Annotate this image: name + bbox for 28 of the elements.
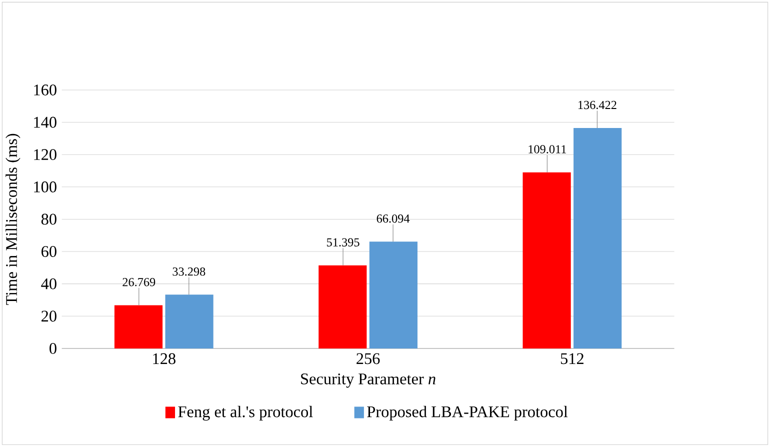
bar xyxy=(522,172,571,349)
y-tick-label: 160 xyxy=(34,84,56,96)
x-tick-label: 128 xyxy=(153,353,176,364)
y-tick-label: 20 xyxy=(42,310,56,322)
bar xyxy=(574,128,622,349)
data-label: 66.094 xyxy=(376,214,410,223)
legend-label: Feng et al.'s protocol xyxy=(178,406,313,421)
legend-label: Proposed LBA-PAKE protocol xyxy=(367,406,568,421)
y-tick-label: 40 xyxy=(41,278,56,290)
data-label: 109.011 xyxy=(528,145,566,154)
x-axis-title: Security Parameter n xyxy=(301,374,436,388)
bar xyxy=(114,305,163,349)
bar xyxy=(369,242,418,349)
data-label: 33.298 xyxy=(172,268,206,276)
data-label: 136.422 xyxy=(578,100,616,110)
y-tick-label: 100 xyxy=(34,182,56,192)
y-tick-label: 140 xyxy=(34,116,56,128)
y-tick-label: 120 xyxy=(34,149,56,160)
y-tick-label: 80 xyxy=(41,214,56,225)
data-label: 26.769 xyxy=(122,278,156,286)
data-label: 51.395 xyxy=(327,238,360,247)
y-tick-label: 60 xyxy=(42,246,56,258)
bar xyxy=(165,294,214,349)
bar xyxy=(318,266,367,349)
y-tick-label: 0 xyxy=(50,343,56,354)
y-axis-title: Time in Milliseconds (ms) xyxy=(6,134,20,306)
x-tick-label: 512 xyxy=(560,353,584,364)
x-tick-label: 256 xyxy=(356,353,380,364)
